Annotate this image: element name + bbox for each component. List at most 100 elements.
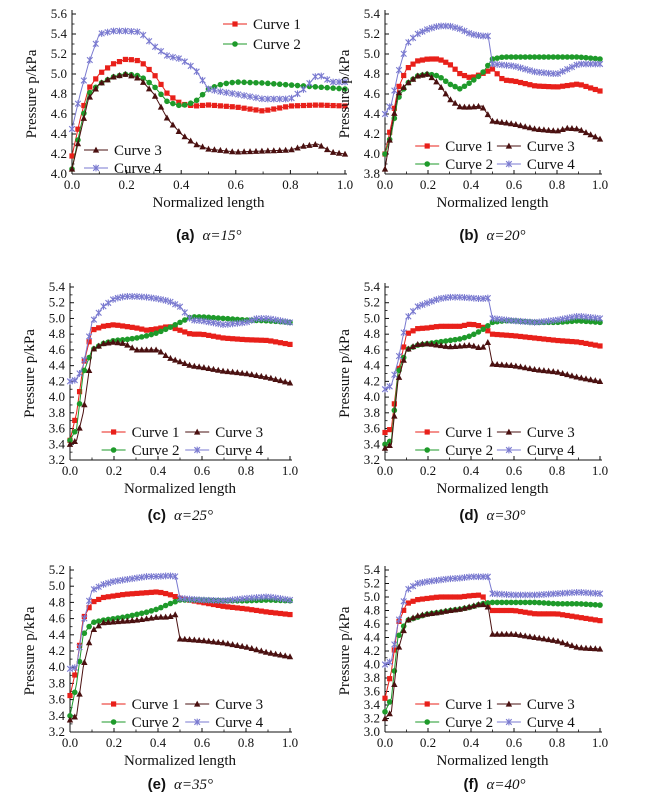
data-point <box>148 589 154 595</box>
data-point <box>158 81 164 88</box>
data-point <box>545 600 552 607</box>
data-point <box>277 610 284 617</box>
data-point <box>400 356 407 363</box>
data-point <box>95 618 102 624</box>
data-point <box>550 636 557 643</box>
data-point <box>71 713 78 720</box>
chart-panel-a: 4.0 4.2 4.4 4.6 4.8 5.0 5.2 5.4 5.6 0.0 0.2 0.4 0.6 0… <box>24 6 353 244</box>
y-tick-label: 3.8 <box>49 675 65 690</box>
data-point <box>253 607 260 614</box>
data-point <box>270 147 277 154</box>
data-point <box>158 328 164 335</box>
data-point <box>277 377 284 384</box>
data-point <box>153 606 159 613</box>
data-point <box>248 645 255 652</box>
y-tick-label: 3.8 <box>364 166 380 181</box>
data-point <box>499 599 505 606</box>
data-point <box>186 361 193 368</box>
data-point <box>447 293 454 301</box>
data-point <box>243 643 251 650</box>
series-curve-3 <box>381 339 604 451</box>
data-point <box>550 84 556 90</box>
data-point <box>96 596 102 603</box>
legend-entry: Curve 3 <box>496 697 575 713</box>
chart-panel-c: 3.23.43.63.84.04.24.44.64.85.05.25.4 0.0 0… <box>22 279 298 524</box>
y-tick-label: 4.8 <box>49 326 65 341</box>
data-point <box>124 336 131 343</box>
data-point <box>508 599 514 606</box>
panel-caption-letter: (d) <box>459 507 478 524</box>
data-point <box>400 597 407 605</box>
data-point <box>223 89 230 97</box>
y-tick-label: 3.4 <box>49 708 66 723</box>
data-point <box>438 594 444 600</box>
y-tick-label: 5.2 <box>364 295 380 310</box>
data-point <box>153 330 159 336</box>
data-point <box>287 341 293 348</box>
data-point <box>235 104 241 110</box>
data-point <box>191 331 197 337</box>
data-point <box>592 602 599 608</box>
data-point <box>181 635 188 642</box>
data-point <box>484 294 492 302</box>
data-point <box>471 74 477 80</box>
data-point <box>381 110 389 118</box>
data-point <box>230 604 236 611</box>
data-point <box>569 338 575 345</box>
series-curve-3 <box>66 338 294 447</box>
data-point <box>596 377 604 384</box>
legend-marker <box>92 146 100 153</box>
data-point <box>550 70 557 78</box>
data-point <box>167 613 174 620</box>
data-point <box>592 342 598 348</box>
legend-marker <box>110 719 117 725</box>
data-point <box>152 84 158 91</box>
data-point <box>215 334 221 340</box>
data-point <box>230 336 236 342</box>
data-point <box>158 325 164 331</box>
data-point <box>234 641 241 648</box>
data-point <box>277 340 284 346</box>
data-point <box>96 325 102 331</box>
y-tick-label: 3.4 <box>364 436 381 451</box>
data-point <box>401 72 407 79</box>
data-point <box>76 370 83 377</box>
data-point <box>105 579 112 587</box>
data-point <box>493 630 501 637</box>
data-point <box>246 93 254 101</box>
data-point <box>300 102 307 109</box>
series-curve-2 <box>382 54 603 157</box>
data-point <box>124 293 131 300</box>
panel-caption-letter: (e) <box>148 776 166 793</box>
data-point <box>105 594 111 600</box>
data-point <box>138 346 145 353</box>
x-axis-label: Normalized length <box>436 481 549 497</box>
data-point <box>415 326 421 332</box>
data-point <box>419 301 426 309</box>
data-point <box>181 317 188 323</box>
y-tick-label: 3.6 <box>364 684 381 699</box>
data-point <box>312 102 318 108</box>
y-tick-label: 5.6 <box>51 6 68 21</box>
data-point <box>559 369 566 376</box>
series-curve-4 <box>66 293 294 385</box>
data-point <box>409 34 417 42</box>
data-point <box>597 56 603 62</box>
data-point <box>268 338 274 344</box>
data-point <box>489 599 496 606</box>
data-point <box>564 600 571 607</box>
data-point <box>134 590 140 597</box>
data-point <box>116 27 123 35</box>
data-point <box>391 109 398 116</box>
x-tick-label: 1.0 <box>282 463 298 478</box>
data-point <box>153 326 159 332</box>
data-point <box>253 646 260 653</box>
y-tick-label: 4.4 <box>49 358 66 373</box>
data-point <box>288 82 295 88</box>
data-point <box>259 108 265 114</box>
data-point <box>517 631 524 638</box>
data-point <box>592 55 599 62</box>
data-point <box>76 389 83 395</box>
data-point <box>489 117 496 124</box>
data-point <box>294 90 301 98</box>
